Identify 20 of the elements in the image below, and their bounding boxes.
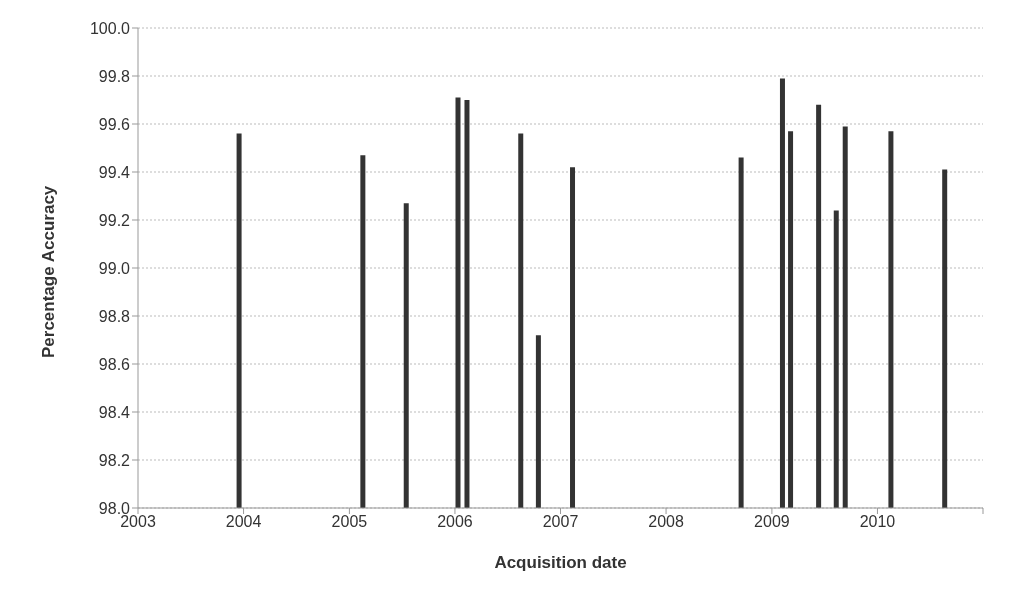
x-axis-title: Acquisition date — [494, 553, 627, 572]
x-tick-label: 2008 — [648, 513, 684, 531]
y-tick-label: 98.2 — [98, 451, 131, 469]
x-tick-label: 2004 — [225, 513, 262, 531]
y-tick-label: 99.4 — [98, 163, 131, 181]
y-tick-label: 98.6 — [98, 355, 131, 373]
y-tick-label: 99.2 — [98, 211, 131, 229]
y-tick-label: 99.6 — [98, 115, 131, 133]
y-axis-title: Percentage Accuracy — [39, 185, 59, 358]
x-tick-label: 2010 — [859, 513, 896, 531]
y-tick-label: 100.0 — [89, 19, 131, 37]
x-tick-label: 2009 — [754, 513, 790, 531]
x-tick-label: 2006 — [437, 513, 473, 531]
x-tick-label: 2003 — [120, 513, 156, 531]
y-tick-label: 99.8 — [98, 67, 131, 85]
y-tick-label: 98.8 — [98, 307, 131, 325]
y-tick-label: 98.4 — [98, 403, 131, 421]
y-tick-label: 99.0 — [98, 259, 131, 277]
x-tick-label: 2007 — [542, 513, 579, 531]
x-tick-label: 2005 — [331, 513, 368, 531]
